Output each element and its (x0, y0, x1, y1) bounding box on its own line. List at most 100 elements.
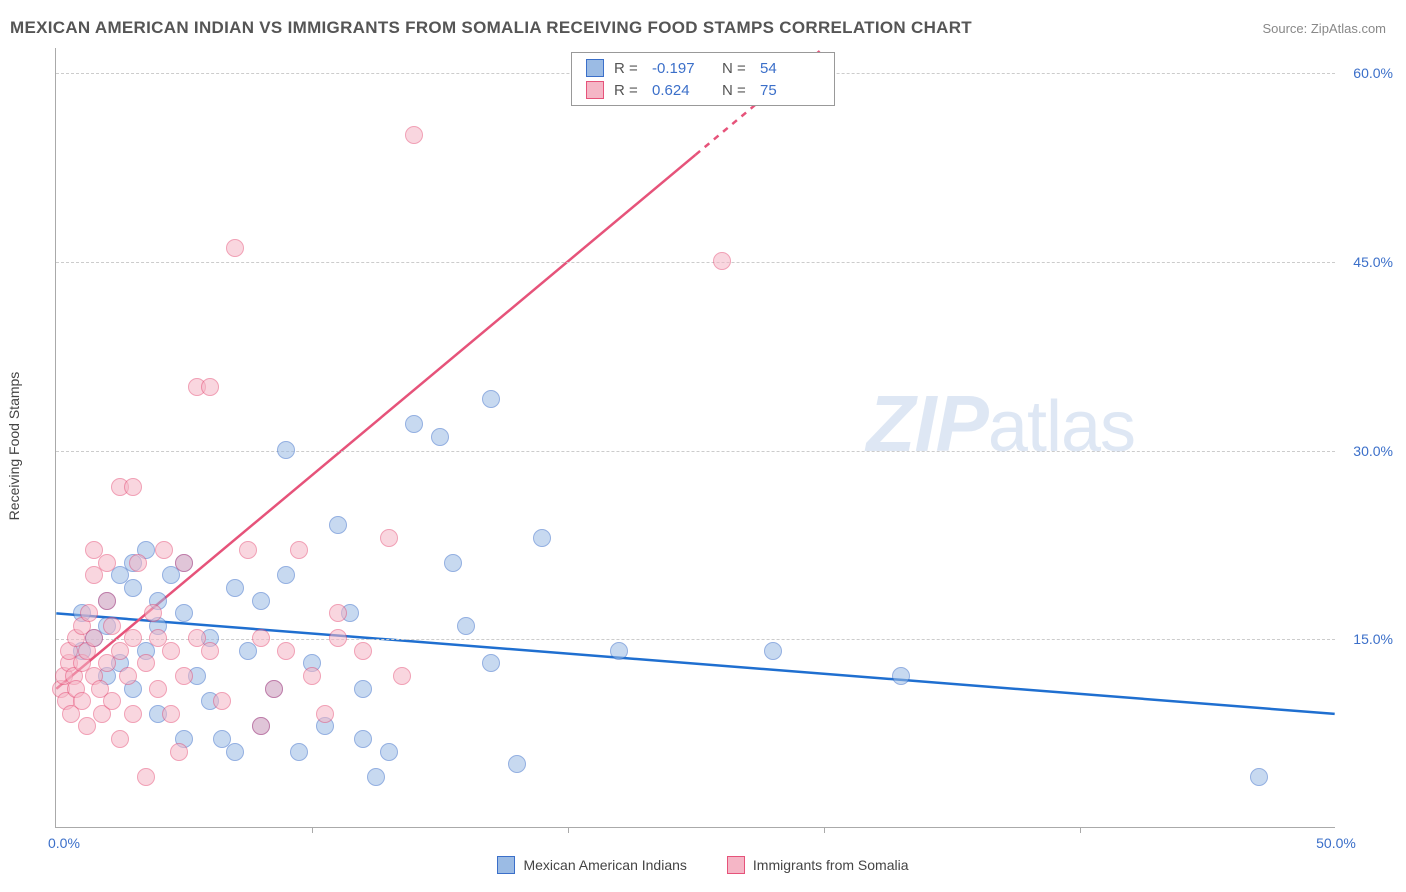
legend-swatch (497, 856, 515, 874)
data-point (393, 667, 411, 685)
plot-area: ZIPatlas 15.0%30.0%45.0%60.0%0.0%50.0% (55, 48, 1335, 828)
y-tick-label: 15.0% (1353, 631, 1393, 647)
legend-n-value: 54 (760, 60, 820, 77)
data-point (124, 705, 142, 723)
y-tick-label: 60.0% (1353, 65, 1393, 81)
x-tick-label: 50.0% (1316, 835, 1356, 851)
data-point (457, 617, 475, 635)
data-point (85, 629, 103, 647)
legend-n-label: N = (722, 60, 750, 77)
title-row: MEXICAN AMERICAN INDIAN VS IMMIGRANTS FR… (10, 18, 1386, 38)
legend-swatch (586, 81, 604, 99)
data-point (265, 680, 283, 698)
trend-lines-layer (56, 48, 1335, 827)
data-point (213, 692, 231, 710)
legend-r-label: R = (614, 60, 642, 77)
data-point (73, 692, 91, 710)
legend-swatch (727, 856, 745, 874)
data-point (713, 252, 731, 270)
data-point (137, 768, 155, 786)
data-point (1250, 768, 1268, 786)
data-point (329, 629, 347, 647)
legend-series-name: Mexican American Indians (523, 857, 686, 873)
data-point (98, 554, 116, 572)
data-point (252, 717, 270, 735)
legend-n-value: 75 (760, 82, 820, 99)
y-tick-label: 45.0% (1353, 254, 1393, 270)
data-point (380, 743, 398, 761)
series-legend: Mexican American Indians Immigrants from … (0, 856, 1406, 874)
data-point (329, 604, 347, 622)
data-point (155, 541, 173, 559)
data-point (290, 743, 308, 761)
x-tick-mark (312, 827, 313, 833)
data-point (175, 667, 193, 685)
data-point (226, 743, 244, 761)
y-tick-label: 30.0% (1353, 443, 1393, 459)
data-point (354, 730, 372, 748)
data-point (80, 604, 98, 622)
data-point (149, 680, 167, 698)
data-point (201, 378, 219, 396)
legend-swatch (586, 59, 604, 77)
gridline (56, 639, 1335, 640)
data-point (482, 390, 500, 408)
data-point (610, 642, 628, 660)
data-point (290, 541, 308, 559)
gridline (56, 451, 1335, 452)
data-point (98, 592, 116, 610)
data-point (277, 642, 295, 660)
data-point (103, 617, 121, 635)
chart-container: MEXICAN AMERICAN INDIAN VS IMMIGRANTS FR… (0, 0, 1406, 892)
data-point (124, 478, 142, 496)
data-point (303, 667, 321, 685)
data-point (137, 654, 155, 672)
data-point (201, 642, 219, 660)
data-point (367, 768, 385, 786)
x-tick-mark (568, 827, 569, 833)
data-point (329, 516, 347, 534)
data-point (119, 667, 137, 685)
legend-series-name: Immigrants from Somalia (753, 857, 909, 873)
data-point (252, 592, 270, 610)
legend-r-value: 0.624 (652, 82, 712, 99)
data-point (405, 126, 423, 144)
gridline (56, 262, 1335, 263)
data-point (252, 629, 270, 647)
data-point (162, 705, 180, 723)
data-point (170, 743, 188, 761)
legend-r-label: R = (614, 82, 642, 99)
data-point (175, 554, 193, 572)
legend-row: R =-0.197N =54 (572, 57, 834, 79)
data-point (764, 642, 782, 660)
chart-title: MEXICAN AMERICAN INDIAN VS IMMIGRANTS FR… (10, 18, 972, 38)
data-point (508, 755, 526, 773)
source-label: Source: ZipAtlas.com (1262, 21, 1386, 36)
x-tick-label: 0.0% (48, 835, 80, 851)
data-point (239, 541, 257, 559)
data-point (316, 705, 334, 723)
y-axis-title: Receiving Food Stamps (6, 372, 22, 521)
data-point (380, 529, 398, 547)
legend-item: Mexican American Indians (497, 856, 686, 874)
data-point (111, 730, 129, 748)
data-point (277, 441, 295, 459)
data-point (124, 629, 142, 647)
x-tick-mark (824, 827, 825, 833)
data-point (892, 667, 910, 685)
data-point (78, 717, 96, 735)
data-point (405, 415, 423, 433)
legend-n-label: N = (722, 82, 750, 99)
data-point (444, 554, 462, 572)
data-point (124, 579, 142, 597)
data-point (226, 579, 244, 597)
correlation-legend: R =-0.197N =54R =0.624N =75 (571, 52, 835, 106)
data-point (277, 566, 295, 584)
data-point (431, 428, 449, 446)
data-point (103, 692, 121, 710)
data-point (482, 654, 500, 672)
data-point (175, 604, 193, 622)
watermark: ZIPatlas (866, 378, 1135, 470)
data-point (533, 529, 551, 547)
data-point (129, 554, 147, 572)
